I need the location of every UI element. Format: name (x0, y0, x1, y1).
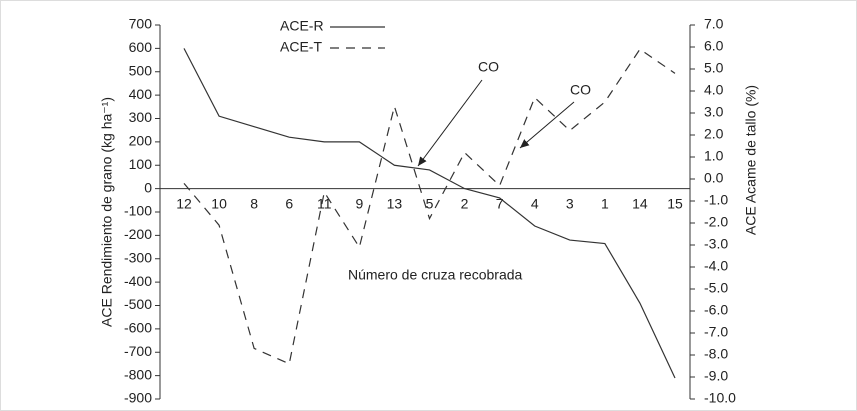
y2-tick-label: -3.0 (704, 236, 728, 252)
y-tick-label: 600 (129, 39, 153, 55)
y2-tick-label: 1.0 (704, 148, 724, 164)
y2-tick-label: 5.0 (704, 60, 724, 76)
x-axis-label: Número de cruza recobrada (348, 267, 523, 283)
series-line (183, 48, 676, 365)
y2-tick-label: 3.0 (704, 104, 724, 120)
y2-axis-label: ACE Acame de tallo (%) (743, 85, 759, 235)
y2-tick-label: -8.0 (704, 346, 728, 362)
y-tick-label: -500 (124, 296, 152, 312)
y-tick-label: 100 (129, 156, 153, 172)
y2-tick-label: -2.0 (704, 214, 728, 230)
y-tick-label: 700 (129, 16, 153, 32)
y2-tick-label: 2.0 (704, 126, 724, 142)
x-tick-label: 2 (461, 195, 469, 211)
annotation-arrow (519, 101, 575, 149)
y2-tick-label: 0.0 (704, 170, 724, 186)
y-tick-label: -400 (124, 273, 152, 289)
y2-tick-label: 6.0 (704, 38, 724, 54)
y2-tick-label: -5.0 (704, 280, 728, 296)
y2-tick-label: -6.0 (704, 302, 728, 318)
legend-label: ACE-T (280, 39, 322, 55)
x-tick-label: 14 (632, 195, 648, 211)
y-tick-label: 300 (129, 109, 153, 125)
y-tick-label: 500 (129, 62, 153, 78)
y-tick-label: -200 (124, 226, 152, 242)
y2-tick-label: -9.0 (704, 368, 728, 384)
x-tick-label: 15 (667, 195, 683, 211)
y-tick-label: -800 (124, 366, 152, 382)
x-tick-label: 5 (426, 195, 434, 211)
y-axis-label: ACE Rendimiento de grano (kg ha⁻¹) (99, 97, 115, 327)
y2-tick-label: 4.0 (704, 82, 724, 98)
x-tick-label: 6 (285, 195, 293, 211)
y-tick-label: 0 (144, 179, 152, 195)
x-tick-label: 13 (387, 195, 403, 211)
x-tick-label: 7 (496, 195, 504, 211)
x-tick-label: 9 (355, 195, 363, 211)
legend-label: ACE-R (280, 18, 324, 34)
y-tick-label: -100 (124, 203, 152, 219)
series-line (183, 48, 676, 379)
x-tick-label: 3 (566, 195, 574, 211)
y-tick-label: -700 (124, 343, 152, 359)
annotation-arrow (417, 79, 483, 167)
x-tick-label: 8 (250, 195, 258, 211)
x-tick-label: 12 (176, 195, 192, 211)
x-tick-label: 10 (211, 195, 227, 211)
annotation: CO (570, 82, 591, 98)
y2-tick-label: -7.0 (704, 324, 728, 340)
y-tick-label: -600 (124, 320, 152, 336)
y2-tick-label: -10.0 (704, 390, 736, 406)
y-tick-label: -900 (124, 390, 152, 406)
x-tick-label: 11 (317, 195, 332, 211)
annotation: CO (478, 59, 499, 75)
x-tick-label: 4 (531, 195, 539, 211)
y-tick-label: -300 (124, 249, 152, 265)
y2-tick-label: -4.0 (704, 258, 728, 274)
y2-tick-label: 7.0 (704, 16, 724, 32)
y-tick-label: 200 (129, 133, 153, 149)
x-tick-label: 1 (601, 195, 609, 211)
y2-tick-label: -1.0 (704, 192, 728, 208)
y-tick-label: 400 (129, 86, 153, 102)
